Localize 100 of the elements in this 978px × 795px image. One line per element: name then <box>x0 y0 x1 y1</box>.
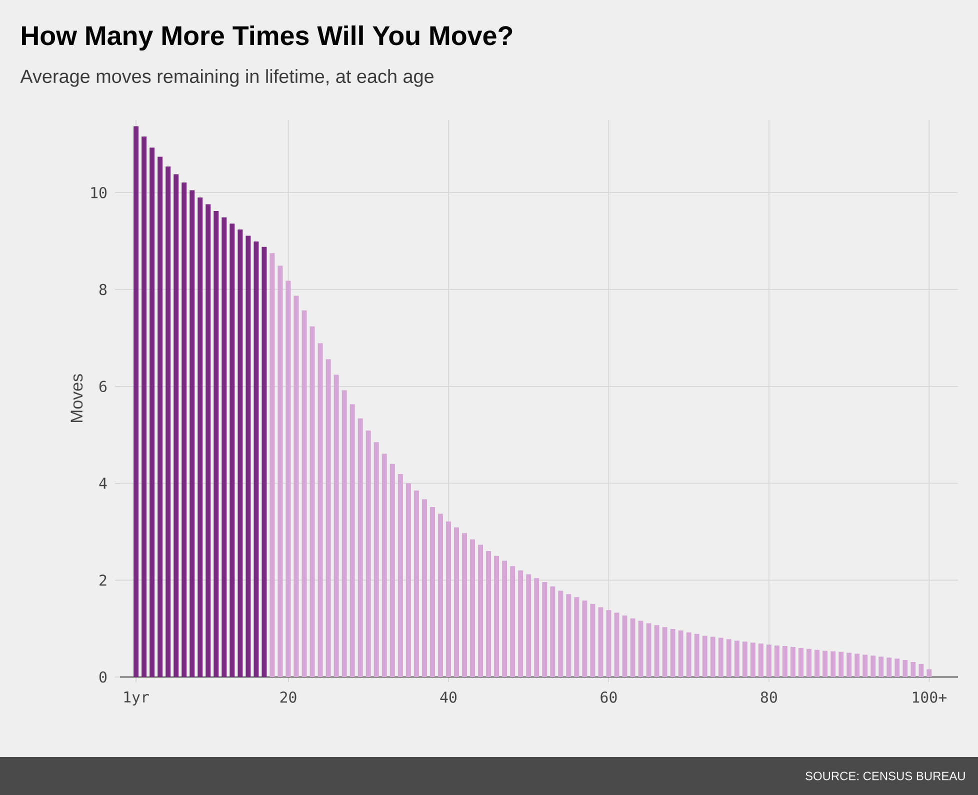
bar <box>766 644 772 677</box>
bar <box>670 629 676 677</box>
bar <box>366 430 371 677</box>
bar <box>494 556 500 677</box>
bar <box>574 597 580 677</box>
bar <box>526 574 532 677</box>
bar <box>142 136 147 677</box>
chart-subtitle: Average moves remaining in lifetime, at each age <box>20 69 434 87</box>
bar <box>902 660 908 677</box>
bar <box>918 664 924 677</box>
y-tick-label: 8 <box>99 284 107 296</box>
bar <box>534 578 540 677</box>
bar <box>510 566 516 677</box>
bar <box>694 634 700 677</box>
source-note: SOURCE: CENSUS BUREAU <box>806 772 965 780</box>
bar <box>614 612 620 677</box>
bar <box>598 607 604 677</box>
bar <box>414 490 419 677</box>
bar <box>566 594 572 677</box>
bar <box>478 544 484 677</box>
bar <box>286 280 291 677</box>
bar <box>134 126 139 677</box>
bar <box>838 652 844 677</box>
bar <box>718 638 724 677</box>
x-tick-label: 20 <box>280 692 296 703</box>
y-tick-label: 2 <box>100 574 106 586</box>
bar <box>446 522 451 677</box>
bar <box>798 648 804 677</box>
bar <box>206 204 211 677</box>
bar <box>606 610 612 677</box>
bar <box>238 229 243 677</box>
bar <box>502 560 508 677</box>
bar <box>742 642 748 677</box>
bar <box>814 650 820 677</box>
bar <box>166 166 171 677</box>
x-tick-label: 60 <box>600 692 617 703</box>
bar <box>230 224 235 677</box>
x-tick-label: 80 <box>760 692 777 703</box>
bar <box>878 656 884 677</box>
bar <box>558 590 564 677</box>
bar <box>854 654 860 677</box>
bar <box>550 586 556 677</box>
bar <box>470 539 475 677</box>
bar <box>822 650 828 677</box>
bar <box>270 253 275 677</box>
bar <box>198 197 203 677</box>
bar <box>438 514 443 677</box>
bar <box>390 464 395 677</box>
bar <box>702 636 708 677</box>
bar <box>350 404 355 677</box>
bar <box>150 148 155 677</box>
bar <box>398 474 403 677</box>
bar <box>686 632 692 677</box>
bar <box>758 644 764 677</box>
bar <box>774 646 780 677</box>
bar <box>662 627 668 677</box>
x-tick-label: 1yr <box>124 692 149 706</box>
bar <box>910 662 916 677</box>
bar <box>726 639 732 677</box>
bar <box>214 211 219 677</box>
bar <box>382 454 387 677</box>
bar <box>278 266 283 677</box>
bar <box>358 418 363 677</box>
bar <box>646 623 652 677</box>
bar <box>158 156 163 677</box>
bar <box>654 625 660 677</box>
bar <box>750 642 756 677</box>
bar <box>582 600 588 677</box>
bar <box>182 182 187 677</box>
bar <box>678 630 684 677</box>
bar <box>254 242 259 677</box>
bar <box>302 310 307 677</box>
bar <box>782 646 788 677</box>
bar <box>590 604 596 677</box>
y-tick-label: 4 <box>99 478 107 489</box>
bar <box>174 174 179 677</box>
x-tick-label: 40 <box>440 692 456 703</box>
y-tick-label: 6 <box>99 380 107 392</box>
bar <box>430 506 435 677</box>
bar <box>894 658 900 677</box>
bar <box>790 646 796 677</box>
bar <box>710 636 716 677</box>
bar <box>734 640 740 677</box>
bar <box>326 359 331 677</box>
bar <box>630 618 636 677</box>
bar <box>262 246 267 677</box>
bar <box>310 326 315 677</box>
y-tick-label: 10 <box>91 186 107 198</box>
bar <box>870 656 876 677</box>
bar <box>422 499 427 677</box>
x-tick-label: 100+ <box>912 692 947 703</box>
bar <box>318 343 323 677</box>
y-axis-title: Moves <box>70 374 83 422</box>
bar <box>342 390 347 677</box>
bar <box>454 527 459 677</box>
bar <box>846 652 852 677</box>
bar <box>638 620 644 677</box>
bar <box>294 296 299 677</box>
bar <box>222 217 227 677</box>
bar <box>374 442 379 677</box>
